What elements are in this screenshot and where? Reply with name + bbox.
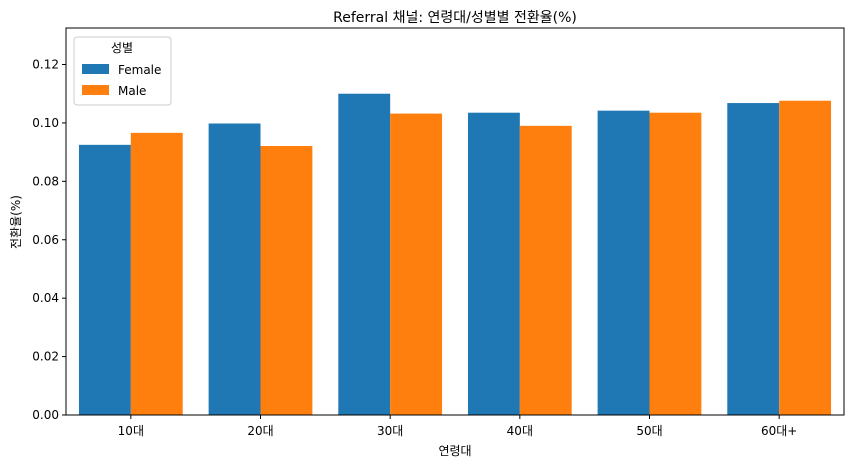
bars-group <box>78 93 832 416</box>
x-tick-label: 30대 <box>377 424 403 438</box>
x-tick-label: 60대+ <box>761 424 797 438</box>
legend-swatch-female <box>82 64 109 74</box>
x-tick-label: 40대 <box>507 424 533 438</box>
bar-female-3 <box>467 112 520 415</box>
legend-label-female: Female <box>118 63 161 77</box>
y-tick-label: 0.08 <box>32 174 59 188</box>
bar-female-0 <box>78 144 131 415</box>
x-tick-label: 10대 <box>118 424 144 438</box>
plot-frame <box>65 27 845 416</box>
y-axis: 0.00 0.02 0.04 0.06 0.08 0.10 0.12 <box>32 58 66 422</box>
bar-male-4 <box>649 112 702 415</box>
x-tick-label: 20대 <box>247 424 273 438</box>
bar-male-3 <box>519 125 572 415</box>
x-axis: 10대 20대 30대 40대 50대 60대+ <box>118 415 797 438</box>
y-tick-label: 0.02 <box>32 350 59 364</box>
bar-male-1 <box>260 146 313 415</box>
bar-female-2 <box>338 93 391 415</box>
y-tick-label: 0.04 <box>32 291 59 305</box>
bar-male-2 <box>390 113 443 415</box>
legend-title: 성별 <box>111 41 133 55</box>
bar-female-1 <box>208 123 261 415</box>
chart-title: Referral 채널: 연령대/성별별 전환율(%) <box>333 10 577 26</box>
y-tick-label: 0.12 <box>32 58 59 72</box>
y-tick-label: 0.10 <box>32 116 59 130</box>
legend: 성별 Female Male <box>73 36 172 106</box>
y-tick-label: 0.06 <box>32 233 59 247</box>
bar-male-5 <box>779 100 832 415</box>
legend-label-male: Male <box>118 84 146 98</box>
bar-male-0 <box>130 132 183 416</box>
bar-female-4 <box>597 110 650 415</box>
bar-female-5 <box>727 103 780 415</box>
x-axis-label: 연령대 <box>438 444 471 458</box>
legend-swatch-male <box>82 85 109 95</box>
y-axis-label: 전환율(%) <box>9 195 23 249</box>
x-tick-label: 50대 <box>636 424 662 438</box>
y-tick-label: 0.00 <box>32 408 59 422</box>
